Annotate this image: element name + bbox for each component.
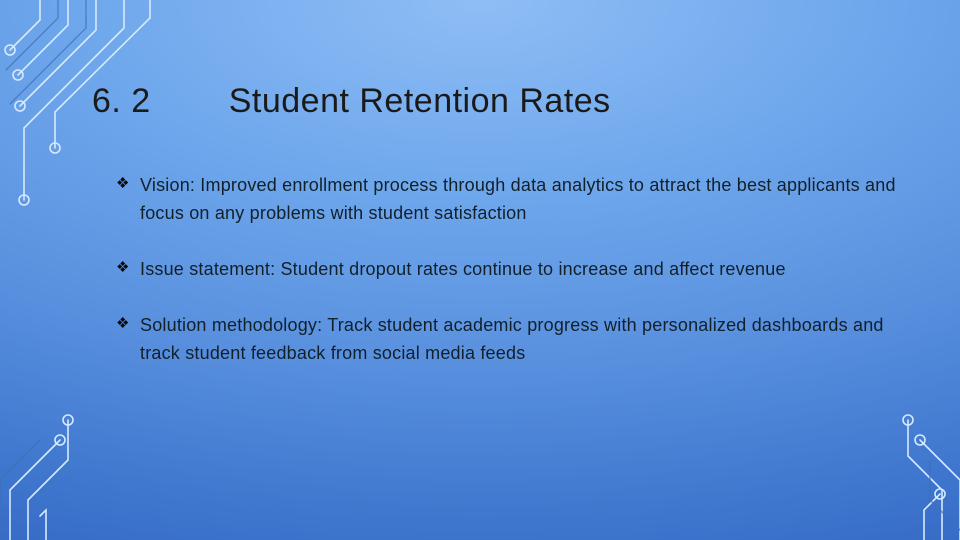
circuit-bottom-left: [0, 340, 120, 540]
diamond-bullet-icon: ❖: [116, 172, 136, 196]
bullet-text: Issue statement: Student dropout rates c…: [140, 256, 900, 284]
bullet-item: ❖ Vision: Improved enrollment process th…: [116, 172, 900, 228]
bullet-item: ❖ Solution methodology: Track student ac…: [116, 312, 900, 368]
diamond-bullet-icon: ❖: [116, 256, 136, 280]
slide-number: 6. 2: [92, 82, 151, 121]
slide-body: ❖ Vision: Improved enrollment process th…: [116, 172, 900, 395]
diamond-bullet-icon: ❖: [116, 312, 136, 336]
bullet-text: Solution methodology: Track student acad…: [140, 312, 900, 368]
bullet-item: ❖ Issue statement: Student dropout rates…: [116, 256, 900, 284]
slide: 6. 2 Student Retention Rates ❖ Vision: I…: [0, 0, 960, 540]
slide-heading: 6. 2 Student Retention Rates: [92, 82, 611, 121]
bullet-text: Vision: Improved enrollment process thro…: [140, 172, 900, 228]
slide-title: Student Retention Rates: [229, 82, 611, 121]
